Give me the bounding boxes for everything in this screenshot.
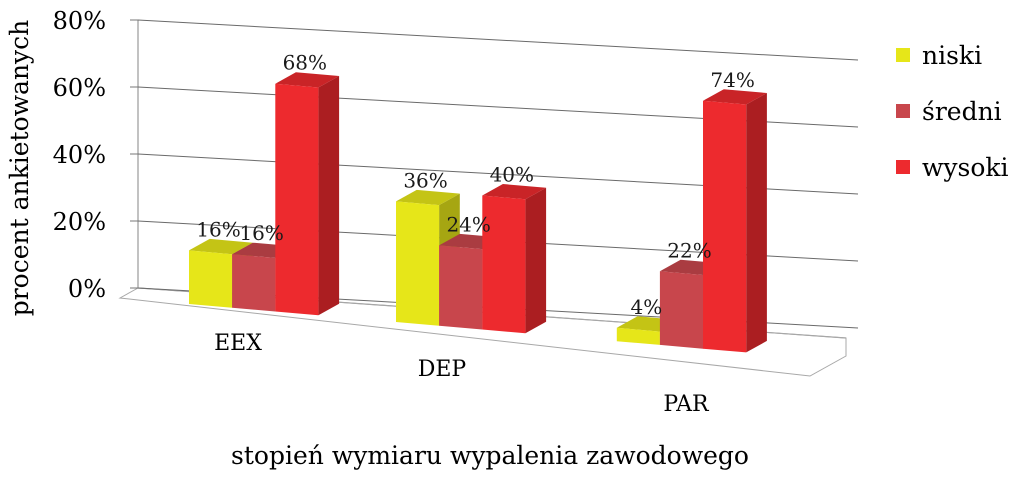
bar-top [275,72,340,88]
bar-front [482,195,526,334]
bar-top [396,189,460,206]
data-label-niski-EEX: 16% [196,217,240,241]
bar-front [439,245,483,330]
y-tick-label: 0% [68,275,106,303]
legend-swatch-średni [896,104,910,118]
data-label-średni-DEP: 24% [446,212,490,236]
bar-front [275,83,319,316]
data-label-niski-PAR: 4% [630,295,662,319]
data-label-średni-EEX: 16% [239,221,283,245]
y-axis-title: procent ankietowanych [5,20,34,317]
legend-label-niski: niski [922,41,982,70]
data-label-niski-DEP: 36% [403,168,447,192]
bar-front [703,100,747,353]
legend-label-średni: średni [922,97,1002,126]
category-label-PAR: PAR [663,392,710,417]
legend-label-wysoki: wysoki [922,153,1009,182]
data-label-wysoki-EEX: 68% [283,51,327,75]
y-tick-label: 80% [53,7,106,35]
bar-wysoki-EEX [275,72,340,316]
legend: niski średni wysoki [896,41,1009,182]
bar-top [482,184,547,200]
category-label-DEP: DEP [418,357,467,382]
y-tick-label: 20% [53,208,106,236]
bar-front [232,254,276,312]
bar-front [616,327,660,345]
bar-side [318,76,340,316]
bars [189,72,767,353]
x-axis-title: stopień wymiaru wypalenia zawodowego [231,441,749,470]
bar-wysoki-DEP [482,184,547,334]
bar-front [659,271,703,349]
bar-front [396,201,440,326]
data-label-wysoki-DEP: 40% [490,163,534,187]
y-tick-label: 60% [53,74,106,102]
y-tick-labels: 0% 20% 40% 60% 80% [53,7,106,303]
data-label-wysoki-PAR: 74% [710,68,754,92]
bar-side [746,93,767,353]
bar-wysoki-PAR [703,89,767,353]
bar-top [189,238,253,255]
data-label-średni-PAR: 22% [667,238,711,262]
category-label-EEX: EEX [214,331,262,356]
legend-swatch-wysoki [896,160,910,174]
bar-side [525,187,547,334]
legend-swatch-niski [896,48,910,62]
y-tick-label: 40% [53,141,106,169]
category-labels: EEX DEP PAR [214,331,710,417]
data-labels: 16%16% 68% 36% 24% 40% 4% 22% 74% [196,51,755,319]
gridline [137,19,859,61]
bar-front [189,250,233,308]
bar-top [703,89,767,105]
